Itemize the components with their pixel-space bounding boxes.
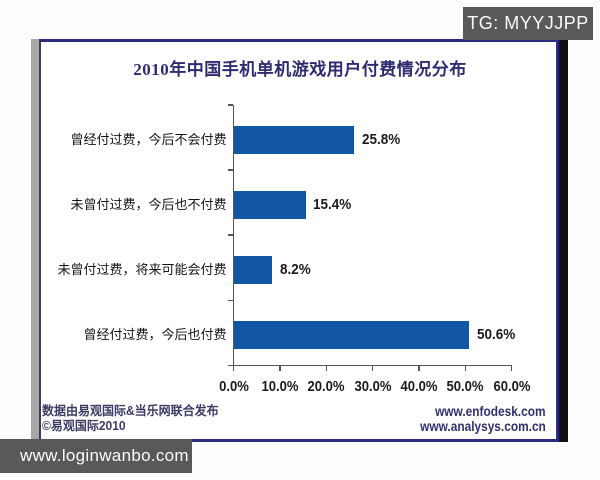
category-label: 未曾付过费，将来可能会付费: [57, 261, 227, 277]
category-label: 曾经付过费，今后不会付费: [70, 131, 227, 147]
source-url-enfodesk: www.enfodesk.com: [435, 404, 546, 419]
y-axis-tick: [228, 104, 234, 106]
x-axis-tick-label: 30.0%: [354, 377, 392, 395]
watermark-top-right: TG: MYYJJPP: [463, 7, 593, 40]
x-axis-tick: [325, 366, 327, 371]
y-axis-tick: [228, 234, 234, 236]
source-note-line1: 数据由易观国际&当乐网联合发布: [42, 404, 219, 418]
bar-value-label: 8.2%: [280, 261, 311, 279]
x-axis-tick-label: 0.0%: [218, 377, 249, 395]
source-url-analysys: www.analysys.com.cn: [420, 419, 546, 434]
x-axis-tick: [418, 366, 420, 371]
category-label: 未曾付过费，今后也不付费: [70, 196, 227, 212]
x-axis-tick-label: 40.0%: [400, 377, 438, 395]
x-axis-tick: [232, 366, 235, 371]
y-axis-line: [232, 105, 235, 367]
source-note-line2: ©易观国际2010: [42, 419, 126, 433]
x-axis-tick-label: 10.0%: [261, 377, 299, 395]
y-axis-tick: [228, 299, 234, 301]
chart-frame: [39, 39, 556, 442]
watermark-bottom-left: www.loginwanbo.com: [0, 439, 192, 473]
x-axis-tick-label: 60.0%: [493, 377, 531, 395]
category-label: 曾经付过费，今后也付费: [83, 326, 227, 342]
y-axis-tick: [228, 364, 234, 366]
bar: [234, 255, 273, 284]
chart-frame-right-edge: [556, 39, 568, 442]
x-axis-line: [232, 364, 513, 367]
x-axis-tick: [464, 366, 466, 371]
bar-value-label: 50.6%: [476, 326, 515, 344]
bar: [234, 190, 306, 219]
x-axis-tick: [279, 366, 281, 371]
bar: [234, 320, 469, 349]
bar: [234, 125, 354, 154]
x-axis-tick: [371, 366, 374, 371]
bar-value-label: 25.8%: [361, 131, 400, 149]
x-axis-tick-label: 20.0%: [307, 377, 345, 395]
y-axis-tick: [228, 169, 234, 171]
chart-title: 2010年中国手机单机游戏用户付费情况分布: [133, 60, 467, 79]
bar-value-label: 15.4%: [313, 196, 352, 214]
x-axis-tick-label: 50.0%: [446, 377, 484, 395]
x-axis-tick: [510, 366, 513, 371]
scrollbar-band: [31, 39, 39, 442]
